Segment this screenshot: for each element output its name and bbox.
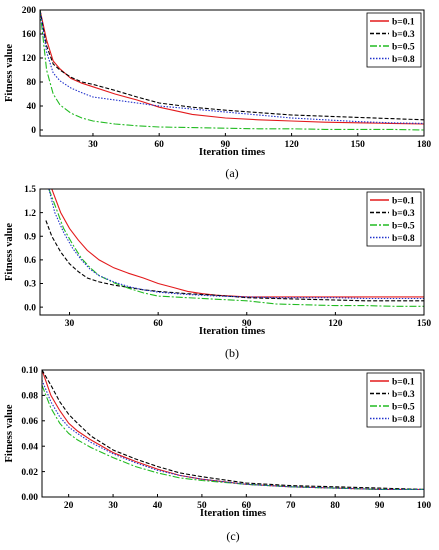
legend-label: b=0.8: [392, 234, 415, 244]
x-axis-title: Iteration times: [199, 326, 265, 337]
y-tick-label: 0.02: [21, 468, 38, 478]
legend: b=0.1 b=0.3 b=0.5 b=0.8: [366, 191, 422, 247]
legend-label: b=0.1: [392, 17, 415, 27]
y-tick-label: 1.5: [24, 185, 36, 195]
x-tick-label: 30: [65, 319, 75, 329]
legend-label: b=0.5: [392, 221, 415, 231]
y-tick-label: 0.04: [21, 442, 38, 452]
legend-label: b=0.8: [392, 55, 415, 65]
plot-frame: [39, 188, 425, 316]
series-line-b=0.8: [40, 10, 424, 124]
y-tick-label: 0.10: [21, 366, 38, 376]
legend-label: b=0.5: [392, 402, 415, 412]
chart-panel-0: 30 60 90 120 150 180 0 40 80 120 160 200 Iteration t…: [4, 6, 431, 180]
y-tick-label: 0.3: [24, 280, 36, 290]
x-tick-label: 80: [330, 501, 340, 511]
legend: b=0.1 b=0.3 b=0.5 b=0.8: [366, 372, 422, 428]
y-tick-label: 0.9: [24, 232, 36, 242]
x-tick-label: 60: [242, 501, 252, 511]
legend-label: b=0.5: [392, 42, 415, 52]
series-line-b=0.3: [40, 10, 424, 121]
y-axis-title: Fitness value: [4, 404, 15, 462]
x-tick-label: 180: [417, 140, 432, 150]
x-tick-label: 20: [64, 501, 74, 511]
y-axis-title: Fitness value: [4, 223, 15, 281]
series-line-b=0.3: [45, 220, 424, 302]
series-line-b=0.3: [42, 370, 424, 490]
series-line-b=0.8: [48, 189, 424, 300]
x-tick-label: 90: [242, 319, 252, 329]
x-tick-label: 100: [417, 501, 432, 511]
y-tick-label: 0.0: [24, 303, 36, 313]
x-axis-title: Iteration times: [200, 508, 266, 519]
chart-panel-2: 20 30 40 50 60 70 80 90 100 0.00 0.02 0.04 0.06 0.08 0…: [4, 366, 431, 543]
y-axis-title: Fitness value: [4, 44, 15, 102]
x-tick-label: 50: [197, 501, 207, 511]
x-tick-label: 150: [417, 319, 432, 329]
x-tick-label: 60: [153, 319, 163, 329]
y-tick-label: 0.08: [21, 392, 38, 402]
x-tick-label: 150: [351, 140, 366, 150]
x-tick-label: 30: [108, 501, 118, 511]
y-tick-label: 120: [22, 54, 37, 64]
panel-label: (b): [225, 346, 239, 360]
legend-label: b=0.1: [392, 196, 415, 206]
legend-label: b=0.3: [392, 390, 415, 400]
y-tick-label: 80: [27, 78, 37, 88]
panel-label: (a): [225, 166, 238, 180]
y-tick-label: 0.6: [24, 256, 36, 266]
legend-label: b=0.3: [392, 209, 415, 219]
legend: b=0.1 b=0.3 b=0.5 b=0.8: [366, 12, 422, 68]
x-tick-label: 30: [88, 140, 98, 150]
plot-frame: [39, 9, 425, 137]
panel-label: (c): [226, 529, 239, 543]
y-tick-label: 160: [22, 30, 37, 40]
y-tick-label: 0: [31, 126, 36, 136]
series-line-b=0.5: [40, 10, 424, 131]
x-tick-label: 120: [328, 319, 343, 329]
series-line-b=0.5: [48, 189, 424, 307]
chart-panel-1: 30 60 90 120 150 0.0 0.3 0.6 0.9 1.2 1.5 Iteration …: [4, 185, 431, 360]
x-axis-title: Iteration times: [199, 147, 265, 158]
series-line-b=0.1: [40, 10, 424, 125]
legend-label: b=0.8: [392, 415, 415, 425]
x-tick-label: 70: [286, 501, 296, 511]
series-line-b=0.1: [51, 189, 424, 298]
plot-frame: [41, 369, 425, 498]
y-tick-label: 1.2: [24, 209, 36, 219]
y-tick-label: 200: [22, 6, 37, 16]
x-tick-label: 90: [221, 140, 231, 150]
x-tick-label: 90: [375, 501, 385, 511]
y-tick-label: 0.00: [21, 493, 38, 503]
x-tick-label: 40: [153, 501, 163, 511]
legend-label: b=0.3: [392, 30, 415, 40]
y-tick-label: 0.06: [21, 417, 38, 427]
legend-label: b=0.1: [392, 377, 415, 387]
x-tick-label: 120: [284, 140, 299, 150]
y-tick-label: 40: [27, 102, 37, 112]
series-line-b=0.8: [42, 379, 424, 490]
x-tick-label: 60: [154, 140, 164, 150]
